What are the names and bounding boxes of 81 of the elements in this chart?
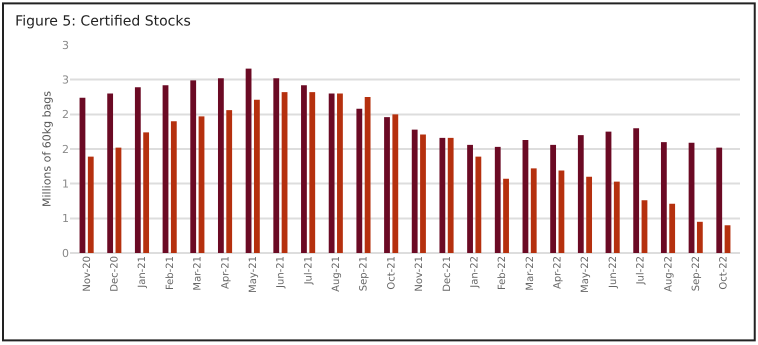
bar [218,78,224,253]
x-tick-label: Nov-20 [82,256,93,292]
x-tick-label: Mar-21 [192,256,204,291]
bar [724,225,730,253]
bar [550,144,556,253]
bar [669,204,676,253]
bar [412,130,418,253]
x-tick-label: Apr-22 [552,256,564,289]
bar [88,156,94,253]
x-tick-label: Sep-22 [690,256,702,292]
bar [606,132,612,253]
x-tick-label: Jun-21 [276,256,287,289]
x-tick-label: Apr-21 [220,256,232,289]
y-tick-label: 3 [62,74,69,87]
bar [642,200,648,253]
x-tick-label: Nov-21 [414,256,426,292]
bar [716,148,722,253]
bar [107,94,114,253]
bar [439,138,446,253]
bar [633,128,640,253]
x-tick-label: Mar-22 [524,256,536,291]
bar [522,140,528,253]
x-tick-label: Dec-21 [442,256,453,292]
bar [420,134,426,253]
y-tick-label: 0 [62,246,69,260]
y-tick-label: 2 [62,108,69,122]
bar [170,121,177,253]
bar [337,94,343,253]
bar [586,176,592,253]
x-tick-label: Dec-20 [110,256,121,292]
x-tick-label: Jul-22 [636,256,647,286]
bar [301,85,307,253]
y-tick-label: 2 [62,142,69,156]
x-tick-label: Oct-21 [386,256,398,290]
bar [246,68,252,253]
bar [384,117,390,253]
bar [558,170,564,253]
bar [80,98,86,253]
bar [614,182,620,253]
bar [309,92,316,253]
y-axis-title: Millions of 60kg bags [40,90,54,208]
bar [198,116,204,253]
bar [578,135,584,253]
bar [328,94,335,253]
x-tick-label: May-22 [580,256,592,293]
bar [467,144,473,253]
x-tick-label: Aug-21 [331,256,342,292]
x-tick-label: Feb-22 [497,256,508,290]
bar [254,100,260,253]
y-tick-label: 1 [62,212,69,226]
bar [660,142,667,253]
bar [494,146,501,253]
x-tick-label: Jul-21 [303,256,314,286]
x-tick-label: Feb-21 [164,256,176,290]
x-tick-label: Oct-22 [718,256,730,290]
bar [392,114,398,253]
bar [282,92,288,253]
bar [696,222,703,253]
bar [503,178,509,253]
bar [364,97,371,253]
bar [448,138,454,253]
bar [226,110,232,253]
bar [162,85,168,253]
x-tick-label: Sep-21 [358,256,370,292]
bar [475,156,482,253]
bar [134,87,141,253]
bar [143,132,150,253]
x-tick-label: Jan-22 [469,256,480,289]
bar [356,108,362,253]
bar [530,168,537,253]
bar [273,78,280,253]
bar [688,142,694,253]
y-tick-label: 3 [62,38,69,52]
bar [190,80,196,253]
x-tick-label: Aug-22 [663,256,674,292]
x-tick-label: May-21 [248,256,259,293]
x-tick-label: Jun-22 [608,256,619,289]
chart-title: Figure 5: Certified Stocks [15,13,191,30]
y-tick-label: 1 [62,178,69,191]
bar [116,148,122,253]
x-tick-label: Jan-21 [137,256,148,289]
